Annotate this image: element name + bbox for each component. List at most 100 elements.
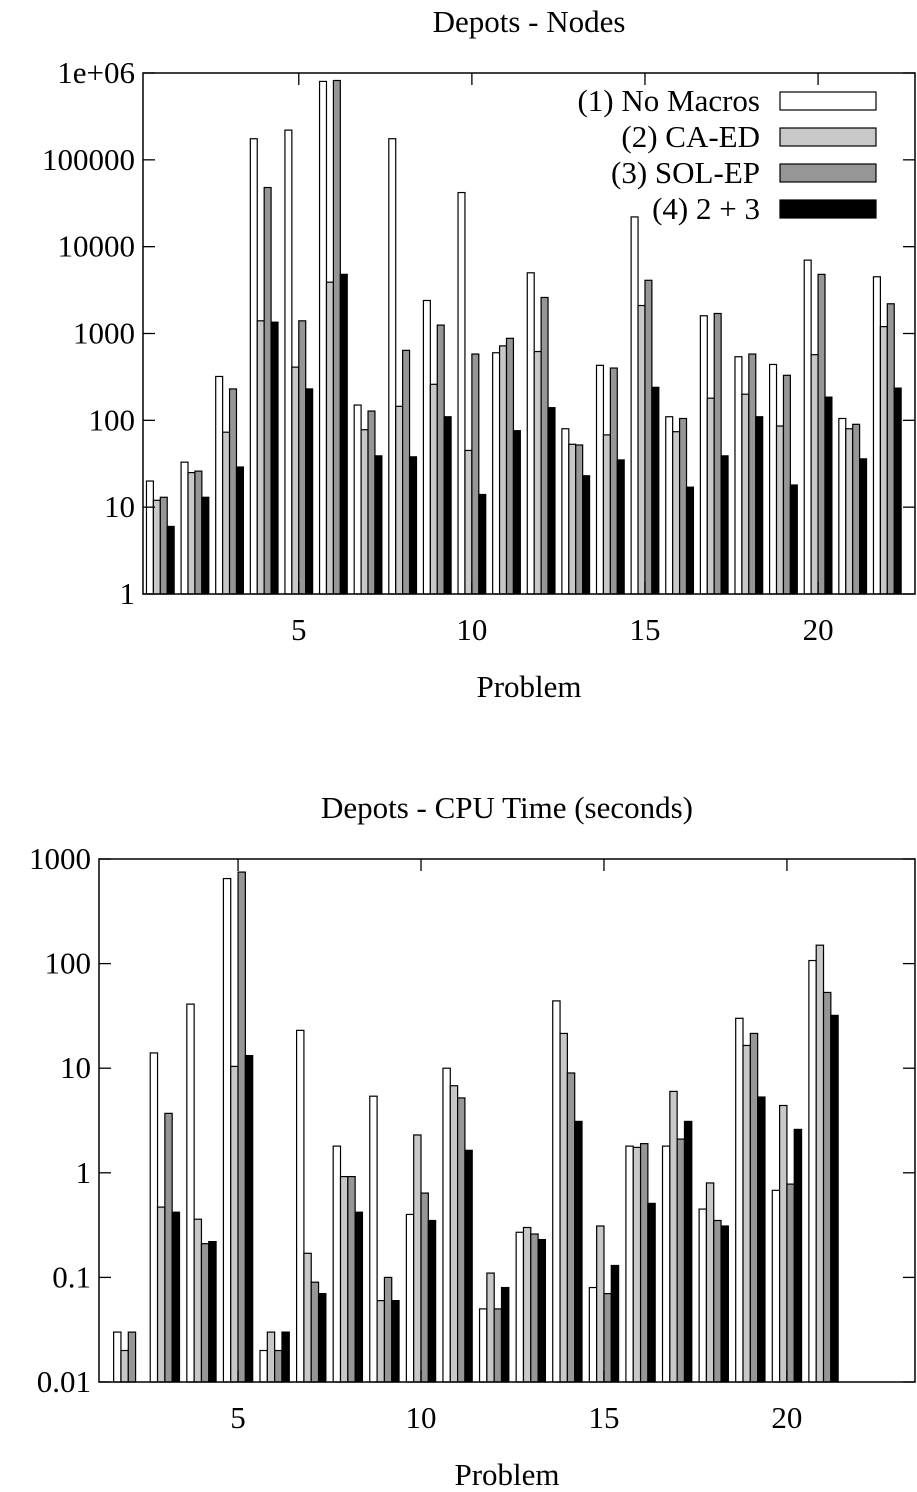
bar	[298, 320, 307, 595]
bar	[391, 1300, 400, 1383]
bar	[720, 455, 729, 595]
bar	[120, 1349, 129, 1383]
bar	[295, 1029, 305, 1383]
bar	[748, 353, 757, 595]
bar	[360, 429, 369, 595]
bar	[735, 1017, 744, 1383]
bar	[683, 1120, 693, 1383]
bar	[442, 1067, 451, 1383]
nodes-chart: Depots - Nodes 1 10 100 1000 10000 100000 1e+06…	[42, 4, 916, 704]
bar	[609, 367, 618, 595]
bar	[443, 416, 452, 595]
bar	[244, 1054, 254, 1383]
bar	[500, 1286, 510, 1383]
y-tick-label: 10	[60, 1050, 91, 1085]
bar	[156, 1206, 166, 1383]
bar	[498, 345, 508, 595]
bar	[852, 423, 861, 595]
bar	[230, 1065, 239, 1383]
series-2	[152, 281, 888, 595]
bar	[347, 1175, 356, 1383]
bar	[530, 1233, 539, 1383]
bar	[749, 1032, 759, 1383]
bar	[603, 1293, 612, 1383]
bar	[713, 1219, 722, 1383]
cpu-time-chart: Depots - CPU Time (seconds) 0.01 0.1 1 10 100…	[29, 790, 916, 1492]
bar	[632, 1146, 642, 1383]
bar	[803, 259, 812, 595]
bar	[575, 444, 584, 595]
x-axis-label: Problem	[454, 1457, 559, 1492]
x-tick-label: 5	[291, 612, 307, 647]
y-tick-label: 100000	[42, 142, 135, 177]
bar	[429, 383, 438, 595]
bar	[786, 1183, 795, 1383]
bar	[775, 425, 785, 595]
bar	[180, 461, 189, 595]
bar	[249, 138, 258, 595]
bar	[822, 991, 832, 1383]
bar	[367, 410, 376, 595]
bar	[602, 434, 611, 595]
bar	[427, 1219, 437, 1383]
bar	[559, 1032, 568, 1383]
bar	[193, 1218, 203, 1383]
bar	[526, 272, 535, 595]
bar	[149, 1052, 159, 1383]
x-tick-label: 10	[456, 612, 487, 647]
bar	[303, 1252, 312, 1383]
bar	[332, 1145, 342, 1383]
bar	[595, 364, 605, 595]
bar	[164, 1112, 173, 1383]
bar	[771, 1189, 781, 1383]
bar	[815, 944, 825, 1383]
bar	[734, 356, 743, 595]
bar	[449, 1085, 459, 1383]
bar	[159, 496, 168, 595]
bar	[374, 455, 383, 595]
bar	[200, 1243, 210, 1383]
bar	[237, 871, 246, 1383]
bar	[533, 350, 542, 595]
bar	[720, 1225, 729, 1383]
legend-swatch	[779, 199, 877, 219]
bar	[810, 354, 819, 595]
bar	[405, 1213, 415, 1383]
bar	[194, 470, 203, 595]
bar	[376, 1300, 386, 1383]
bar	[152, 499, 161, 595]
bar	[145, 480, 154, 595]
bar	[436, 324, 445, 595]
bar	[678, 417, 688, 595]
bar	[547, 407, 556, 595]
bar	[317, 1293, 327, 1383]
bar	[215, 375, 224, 595]
bar	[256, 320, 265, 595]
y-tick-label: 100	[89, 402, 136, 437]
bar	[512, 430, 521, 595]
bar	[478, 1308, 488, 1383]
bar	[676, 1138, 686, 1383]
legend: (1) No Macros(2) CA-ED(3) SOL-EP(4) 2 + …	[577, 83, 877, 226]
bar	[515, 1231, 525, 1383]
bar	[266, 1331, 276, 1383]
bar	[166, 525, 175, 595]
bar	[699, 315, 708, 595]
bar	[808, 959, 817, 1383]
y-tick-label: 1e+06	[57, 55, 135, 90]
y-tick-label: 0.1	[52, 1259, 91, 1294]
x-tick-label: 15	[629, 612, 660, 647]
bar	[742, 1044, 751, 1383]
bar	[332, 79, 341, 595]
legend-entry-label: (4) 2 + 3	[652, 191, 760, 226]
bar	[552, 1000, 561, 1383]
bar	[492, 352, 501, 595]
bar	[505, 337, 515, 595]
bar	[705, 1182, 715, 1383]
bar	[339, 273, 348, 595]
bar	[672, 431, 681, 595]
bar	[486, 1272, 495, 1383]
bar	[171, 1211, 181, 1383]
y-tick-label: 1	[120, 576, 136, 611]
bar	[235, 466, 244, 595]
